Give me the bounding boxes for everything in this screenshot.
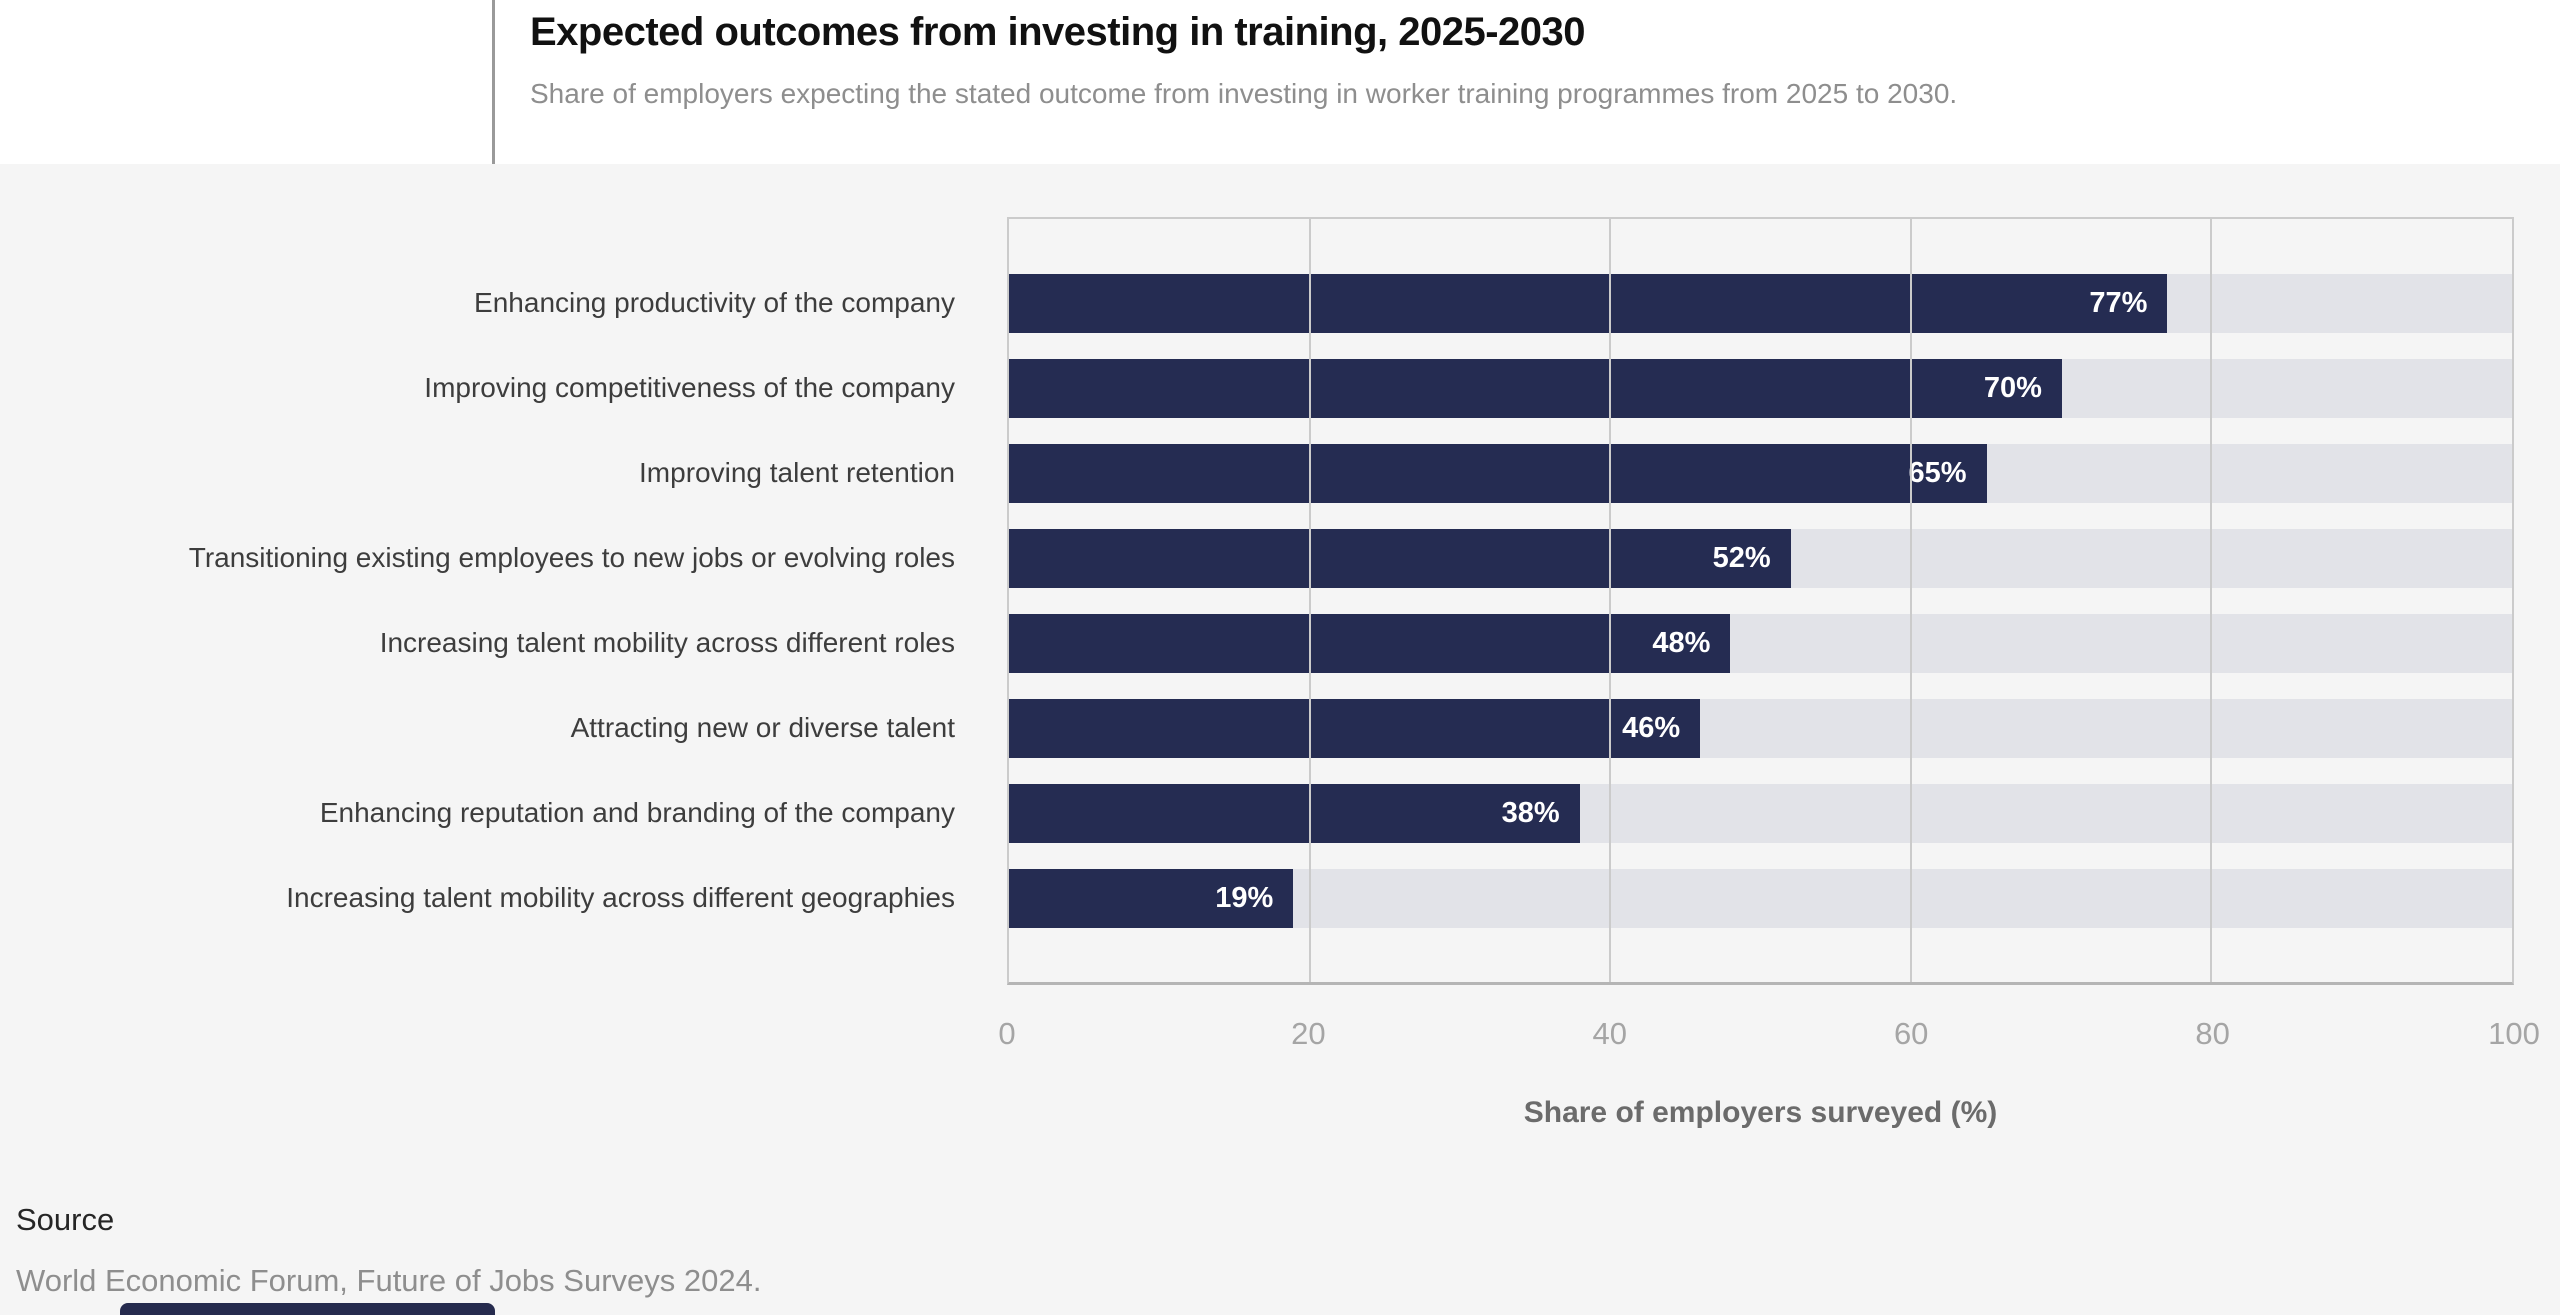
bar-value-label: 65%	[1908, 457, 1967, 489]
x-axis-ticks: 0 20 40 60 80 100	[998, 1016, 2539, 1056]
category-label: Improving competitiveness of the company	[424, 372, 955, 404]
category-label: Improving talent retention	[639, 457, 955, 489]
bar[interactable]: 38%	[1007, 784, 1580, 843]
bar-track: 46%	[1007, 699, 2514, 758]
category-label: Increasing talent mobility across differ…	[286, 882, 955, 914]
category-label: Transitioning existing employees to new …	[188, 542, 955, 574]
chart-header: Expected outcomes from investing in trai…	[0, 0, 2560, 164]
bar[interactable]: 19%	[1007, 869, 1294, 928]
horizontal-scrollbar-thumb[interactable]	[120, 1303, 495, 1315]
x-axis-title: Share of employers surveyed (%)	[1523, 1096, 1998, 1129]
bar-value-label: 48%	[1652, 627, 1711, 659]
category-label: Enhancing productivity of the company	[474, 287, 955, 319]
x-tick-label: 40	[1592, 1016, 1628, 1051]
bar-value-label: 77%	[2089, 287, 2148, 319]
bar-row: Enhancing productivity of the company 77…	[0, 274, 2514, 333]
chart-title: Expected outcomes from investing in trai…	[530, 10, 1586, 54]
bar-row: Improving talent retention 65%	[0, 444, 2514, 503]
x-tick-label: 60	[1893, 1016, 1929, 1051]
source-label: Source	[16, 1202, 115, 1237]
bar-track: 48%	[1007, 614, 2514, 673]
bar[interactable]: 52%	[1007, 529, 1791, 588]
x-tick-label: 100	[2488, 1016, 2540, 1051]
bar-value-label: 70%	[1983, 372, 2042, 404]
bar[interactable]: 77%	[1007, 274, 2168, 333]
category-label: Enhancing reputation and branding of the…	[319, 797, 955, 829]
bar-row: Improving competitiveness of the company…	[0, 359, 2514, 418]
bar-row: Attracting new or diverse talent 46%	[0, 699, 2514, 758]
bar[interactable]: 46%	[1007, 699, 1701, 758]
x-tick-label: 20	[1291, 1016, 1326, 1051]
bar-value-label: 46%	[1622, 712, 1681, 744]
bar-track: 38%	[1007, 784, 2514, 843]
chart-subtitle: Share of employers expecting the stated …	[530, 78, 1958, 109]
bar-row: Enhancing reputation and branding of the…	[0, 784, 2514, 843]
bar-value-label: 52%	[1712, 542, 1771, 574]
bar-rows: Enhancing productivity of the company 77…	[0, 217, 2514, 985]
bar-track: 70%	[1007, 359, 2514, 418]
category-label: Increasing talent mobility across differ…	[379, 627, 955, 659]
bar-row: Increasing talent mobility across differ…	[0, 869, 2514, 928]
bar[interactable]: 65%	[1007, 444, 1987, 503]
bar-row: Increasing talent mobility across differ…	[0, 614, 2514, 673]
bar-track: 19%	[1007, 869, 2514, 928]
bar-row: Transitioning existing employees to new …	[0, 529, 2514, 588]
bar-value-label: 38%	[1501, 797, 1560, 829]
bar-value-label: 19%	[1215, 882, 1274, 914]
bar-track: 77%	[1007, 274, 2514, 333]
x-tick-label: 80	[2195, 1016, 2230, 1051]
bar-track: 65%	[1007, 444, 2514, 503]
bar[interactable]: 70%	[1007, 359, 2062, 418]
x-tick-label: 0	[998, 1016, 1016, 1051]
category-label: Attracting new or diverse talent	[570, 712, 955, 744]
source-text: World Economic Forum, Future of Jobs Sur…	[16, 1263, 762, 1298]
header-divider	[492, 0, 495, 164]
bar[interactable]: 48%	[1007, 614, 1731, 673]
bar-track: 52%	[1007, 529, 2514, 588]
